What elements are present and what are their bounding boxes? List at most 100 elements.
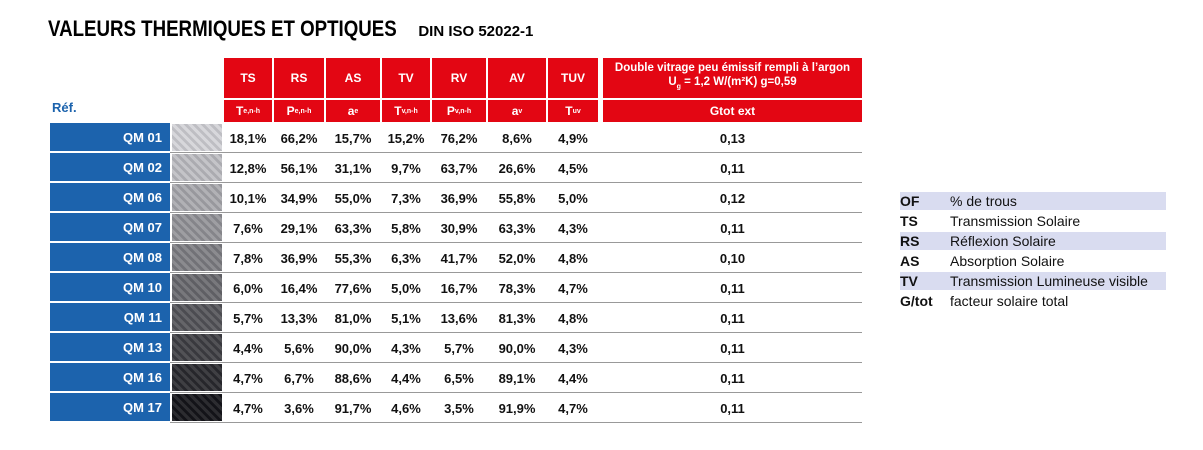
value-cell: 34,9% [280,190,318,206]
value-cell: 91,7% [334,400,372,416]
symbol: T [394,104,402,118]
symbol: a [511,104,519,118]
value-cell: 55,3% [334,250,372,266]
value-cell: 7,3% [391,190,421,206]
legend-abbr: AS [900,253,920,269]
legend-row: RS Réflexion Solaire [900,232,1166,250]
value-cell: 4,3% [391,340,421,356]
gtot-cell: 0,11 [720,340,745,356]
row-line [170,242,862,243]
swatch [172,244,222,271]
symbol-sub: v,n-h [454,107,472,115]
ref-cell: QM 17 [50,393,170,423]
legend-text: facteur solaire total [950,293,1069,309]
value-cell: 41,7% [440,250,478,266]
symbol: T [235,104,244,118]
column-header: TUV [548,58,598,98]
glazing-rest: = 1,2 W/(m²K) g=0,59 [680,76,797,89]
value-cell: 4,4% [391,370,421,386]
gtot-header: Gtot ext [603,100,862,122]
value-cell: 4,7% [558,280,588,296]
swatch [172,334,222,361]
glazing-sub: g [676,83,681,91]
value-cell: 8,6% [502,130,532,146]
value-cell: 89,1% [498,370,536,386]
row-line [170,362,862,363]
gtot-cell: 0,11 [720,400,745,416]
value-cell: 4,8% [558,250,588,266]
value-cell: 5,7% [444,340,474,356]
symbol: P [286,104,295,118]
value-cell: 12,8% [229,160,267,176]
value-cell: 9,7% [391,160,421,176]
value-cell: 63,3% [334,220,372,236]
value-cell: 55,8% [498,190,536,206]
value-cell: 4,7% [233,370,263,386]
symbol-sub: uv [572,107,581,115]
title-block: VALEURS THERMIQUES ET OPTIQUES DIN ISO 52… [48,16,533,42]
swatch [172,214,222,241]
legend-row: AS Absorption Solaire [900,252,1166,270]
value-cell: 29,1% [280,220,318,236]
value-cell: 26,6% [498,160,536,176]
symbol-sub: v [518,107,523,115]
column-header: AV [488,58,546,98]
value-cell: 15,2% [387,130,425,146]
legend-abbr: OF [900,193,920,209]
glazing-line1: Double vitrage peu émissif rempli à l’ar… [614,62,851,75]
value-cell: 63,7% [440,160,478,176]
row-line [170,422,862,423]
value-cell: 5,0% [558,190,588,206]
value-cell: 81,3% [498,310,536,326]
value-cell: 56,1% [280,160,318,176]
column-header: AS [326,58,380,98]
value-cell: 90,0% [498,340,536,356]
gtot-cell: 0,12 [719,190,746,206]
legend-row: TS Transmission Solaire [900,212,1166,230]
legend-text: % de trous [950,193,1017,209]
value-cell: 5,1% [391,310,421,326]
symbol: a [347,104,355,118]
symbol: T [565,104,573,118]
ref-cell: QM 10 [50,273,170,303]
swatch [172,274,222,301]
value-cell: 81,0% [334,310,372,326]
symbol-sub: e,n-h [294,107,312,115]
legend-text: Transmission Lumineuse visible [950,273,1148,289]
value-cell: 6,7% [284,370,314,386]
value-cell: 3,5% [444,400,474,416]
legend-abbr: TS [900,213,918,229]
ref-cell: QM 11 [50,303,170,333]
gtot-cell: 0,11 [720,160,745,176]
swatch [172,124,222,151]
value-cell: 36,9% [280,250,318,266]
ref-cell: QM 16 [50,363,170,393]
gtot-cell: 0,11 [720,370,745,386]
legend-abbr: TV [900,273,918,289]
row-line [170,272,862,273]
value-cell: 91,9% [498,400,536,416]
value-cell: 3,6% [284,400,314,416]
value-cell: 90,0% [334,340,372,356]
value-cell: 7,6% [233,220,263,236]
value-cell: 77,6% [334,280,372,296]
row-line [170,302,862,303]
swatch [172,304,222,331]
value-cell: 55,0% [334,190,372,206]
value-cell: 4,3% [558,340,588,356]
legend-row: OF % de trous [900,192,1166,210]
column-header: RV [432,58,486,98]
row-line [170,392,862,393]
symbol: P [446,104,455,118]
legend-abbr: G/tot [900,293,933,309]
swatch [172,364,222,391]
ref-cell: QM 07 [50,213,170,243]
value-cell: 4,7% [558,400,588,416]
column-header: RS [274,58,324,98]
value-cell: 4,4% [233,340,263,356]
